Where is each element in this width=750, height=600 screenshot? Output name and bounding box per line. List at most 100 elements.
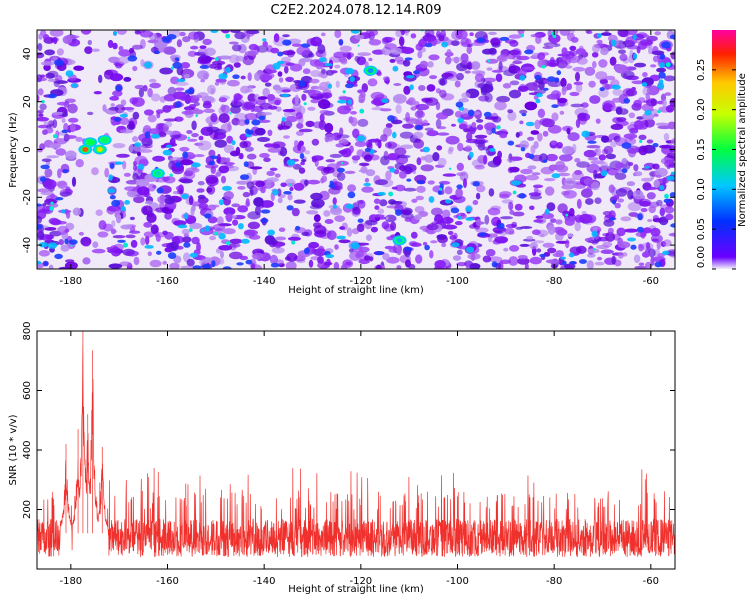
- heatmap-cell: [598, 154, 606, 161]
- heatmap-cell: [175, 161, 181, 168]
- heatmap-cell: [164, 121, 173, 128]
- heatmap-cell: [302, 68, 311, 75]
- heatmap-cell: [154, 50, 160, 54]
- heatmap-cell: [319, 109, 330, 115]
- heatmap-cell: [458, 98, 470, 103]
- heatmap-cell: [338, 39, 344, 45]
- heatmap-cell: [621, 168, 628, 174]
- heatmap-cell: [336, 167, 345, 173]
- heatmap-cell: [457, 142, 464, 152]
- heatmap-cell: [392, 65, 399, 72]
- heatmap-cell: [61, 129, 69, 134]
- heatmap-cell: [309, 78, 320, 84]
- heatmap-cell: [133, 196, 145, 204]
- heatmap-cell: [275, 236, 287, 241]
- heatmap-cell: [662, 99, 667, 107]
- heatmap-cell: [38, 209, 50, 213]
- heatmap-cell: [200, 229, 205, 233]
- heatmap-cell: [230, 30, 241, 33]
- heatmap-cell: [476, 119, 484, 123]
- heatmap-cell: [526, 235, 534, 240]
- heatmap-cell: [281, 116, 287, 122]
- heatmap-cell: [415, 254, 423, 264]
- heatmap-cell: [509, 166, 520, 173]
- heatmap-cell: [274, 173, 281, 178]
- heatmap-cell: [441, 242, 447, 248]
- heatmap-cell: [111, 199, 121, 207]
- heatmap-cell: [617, 198, 624, 203]
- heatmap-cell: [347, 99, 353, 105]
- heatmap-cell: [357, 52, 372, 56]
- heatmap-cell: [87, 39, 93, 46]
- heatmap-cell: [255, 180, 265, 188]
- heatmap-cell: [490, 38, 501, 47]
- x-tick-label: -80: [546, 576, 562, 587]
- heatmap-cell: [55, 148, 67, 156]
- heatmap-cell: [333, 51, 348, 59]
- heatmap-cell: [444, 186, 453, 195]
- heatmap-cell: [122, 160, 127, 170]
- heatmap-cell: [285, 261, 297, 269]
- heatmap-cell: [409, 84, 414, 91]
- heatmap-cell: [480, 87, 488, 96]
- heatmap-cell: [659, 207, 665, 217]
- heatmap-cell: [137, 151, 141, 157]
- heatmap-cell: [298, 80, 306, 88]
- heatmap-cell: [139, 30, 154, 38]
- heatmap-cell: [107, 205, 121, 212]
- heatmap-cell: [461, 41, 466, 46]
- heatmap-panel: -180 -160 -140 -120 -100 -80 -60 -40 -20 0 20 40 H…: [8, 29, 748, 296]
- heatmap-cell: [455, 30, 468, 40]
- heatmap-cell: [524, 262, 529, 269]
- heatmap-cell: [535, 98, 541, 104]
- heatmap-cell: [113, 31, 117, 36]
- heatmap-cell: [669, 192, 675, 198]
- heatmap-cell: [119, 129, 134, 134]
- heatmap-cell: [452, 255, 462, 261]
- heatmap-cell: [124, 200, 130, 205]
- heatmap-cell: [465, 206, 473, 213]
- heatmap-cell: [497, 222, 505, 230]
- heatmap-cell: [456, 249, 463, 255]
- heatmap-cell: [64, 135, 77, 139]
- heatmap-cell: [143, 221, 153, 228]
- heatmap-cell: [445, 135, 460, 145]
- heatmap-cell: [607, 167, 619, 176]
- heatmap-cell: [569, 91, 580, 97]
- heatmap-cell: [512, 60, 523, 65]
- heatmap-cell: [354, 55, 361, 62]
- figure-title: C2E2.2024.078.12.14.R09: [270, 3, 441, 18]
- heatmap-cell: [503, 69, 516, 77]
- heatmap-cell: [71, 83, 78, 88]
- heatmap-cell: [565, 213, 569, 217]
- heatmap-cell: [665, 105, 675, 113]
- heatmap-cell: [303, 247, 310, 255]
- heatmap-cell: [551, 104, 559, 108]
- heatmap-cell: [628, 162, 634, 166]
- heatmap-cell: [496, 95, 510, 103]
- heatmap-cell: [245, 88, 253, 93]
- heatmap-cell: [301, 43, 311, 48]
- heatmap-cell: [575, 48, 587, 55]
- heatmap-cell: [44, 168, 53, 178]
- heatmap-cell: [199, 45, 207, 49]
- heatmap-cell: [164, 194, 171, 198]
- heatmap-cell: [520, 168, 533, 175]
- heatmap-cell: [509, 156, 523, 161]
- heatmap-cell: [612, 199, 617, 205]
- heatmap-cell: [281, 89, 291, 93]
- heatmap-cell: [135, 178, 150, 188]
- heatmap-cell: [177, 224, 188, 229]
- heatmap-cell: [181, 228, 190, 235]
- heatmap-cell: [174, 57, 180, 61]
- heatmap-cell: [65, 70, 74, 77]
- heatmap-cell: [405, 259, 411, 268]
- heatmap-cell: [650, 98, 657, 107]
- heatmap-cell: [486, 67, 493, 71]
- heatmap-cell: [664, 159, 675, 168]
- heatmap-cell: [562, 260, 567, 266]
- heatmap-cell: [596, 39, 603, 44]
- heatmap-cell: [59, 191, 72, 197]
- heatmap-cell: [164, 212, 173, 220]
- heatmap-cell: [204, 225, 211, 232]
